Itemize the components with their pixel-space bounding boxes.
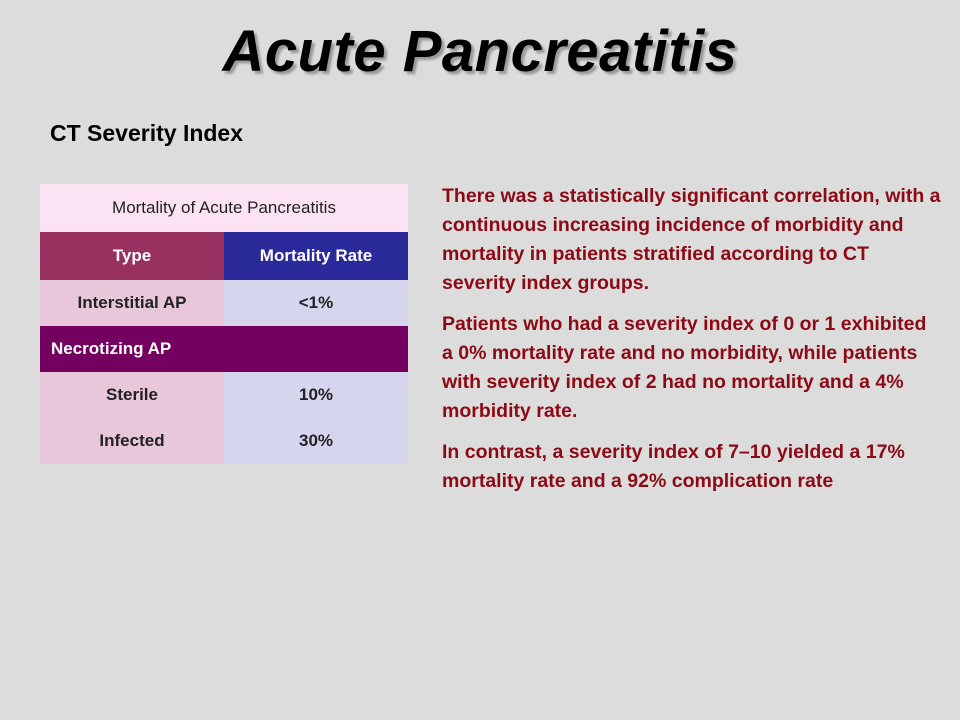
slide-subtitle: CT Severity Index — [50, 120, 244, 146]
table-row: Sterile 10% — [40, 372, 408, 418]
table-row: Interstitial AP <1% — [40, 280, 408, 326]
table-caption: Mortality of Acute Pancreatitis — [40, 184, 408, 232]
table-group-row: Necrotizing AP — [40, 326, 408, 372]
mortality-table: Mortality of Acute Pancreatitis Type Mor… — [40, 184, 408, 464]
column-header-mortality-rate: Mortality Rate — [224, 232, 408, 280]
type-cell: Infected — [40, 418, 224, 464]
type-cell: Sterile — [40, 372, 224, 418]
table-caption-row: Mortality of Acute Pancreatitis — [40, 184, 408, 232]
body-text: There was a statistically significant co… — [442, 182, 942, 508]
paragraph: Patients who had a severity index of 0 o… — [442, 313, 927, 422]
rate-cell: 10% — [224, 372, 408, 418]
paragraph: There was a statistically significant co… — [442, 185, 941, 294]
rate-cell: <1% — [224, 280, 408, 326]
table-row: Infected 30% — [40, 418, 408, 464]
paragraph: In contrast, a severity index of 7–10 yi… — [442, 441, 905, 492]
type-cell: Interstitial AP — [40, 280, 224, 326]
column-header-type: Type — [40, 232, 224, 280]
slide-title: Acute Pancreatitis — [222, 19, 738, 84]
rate-cell: 30% — [224, 418, 408, 464]
group-cell: Necrotizing AP — [40, 326, 408, 372]
table-header-row: Type Mortality Rate — [40, 232, 408, 280]
